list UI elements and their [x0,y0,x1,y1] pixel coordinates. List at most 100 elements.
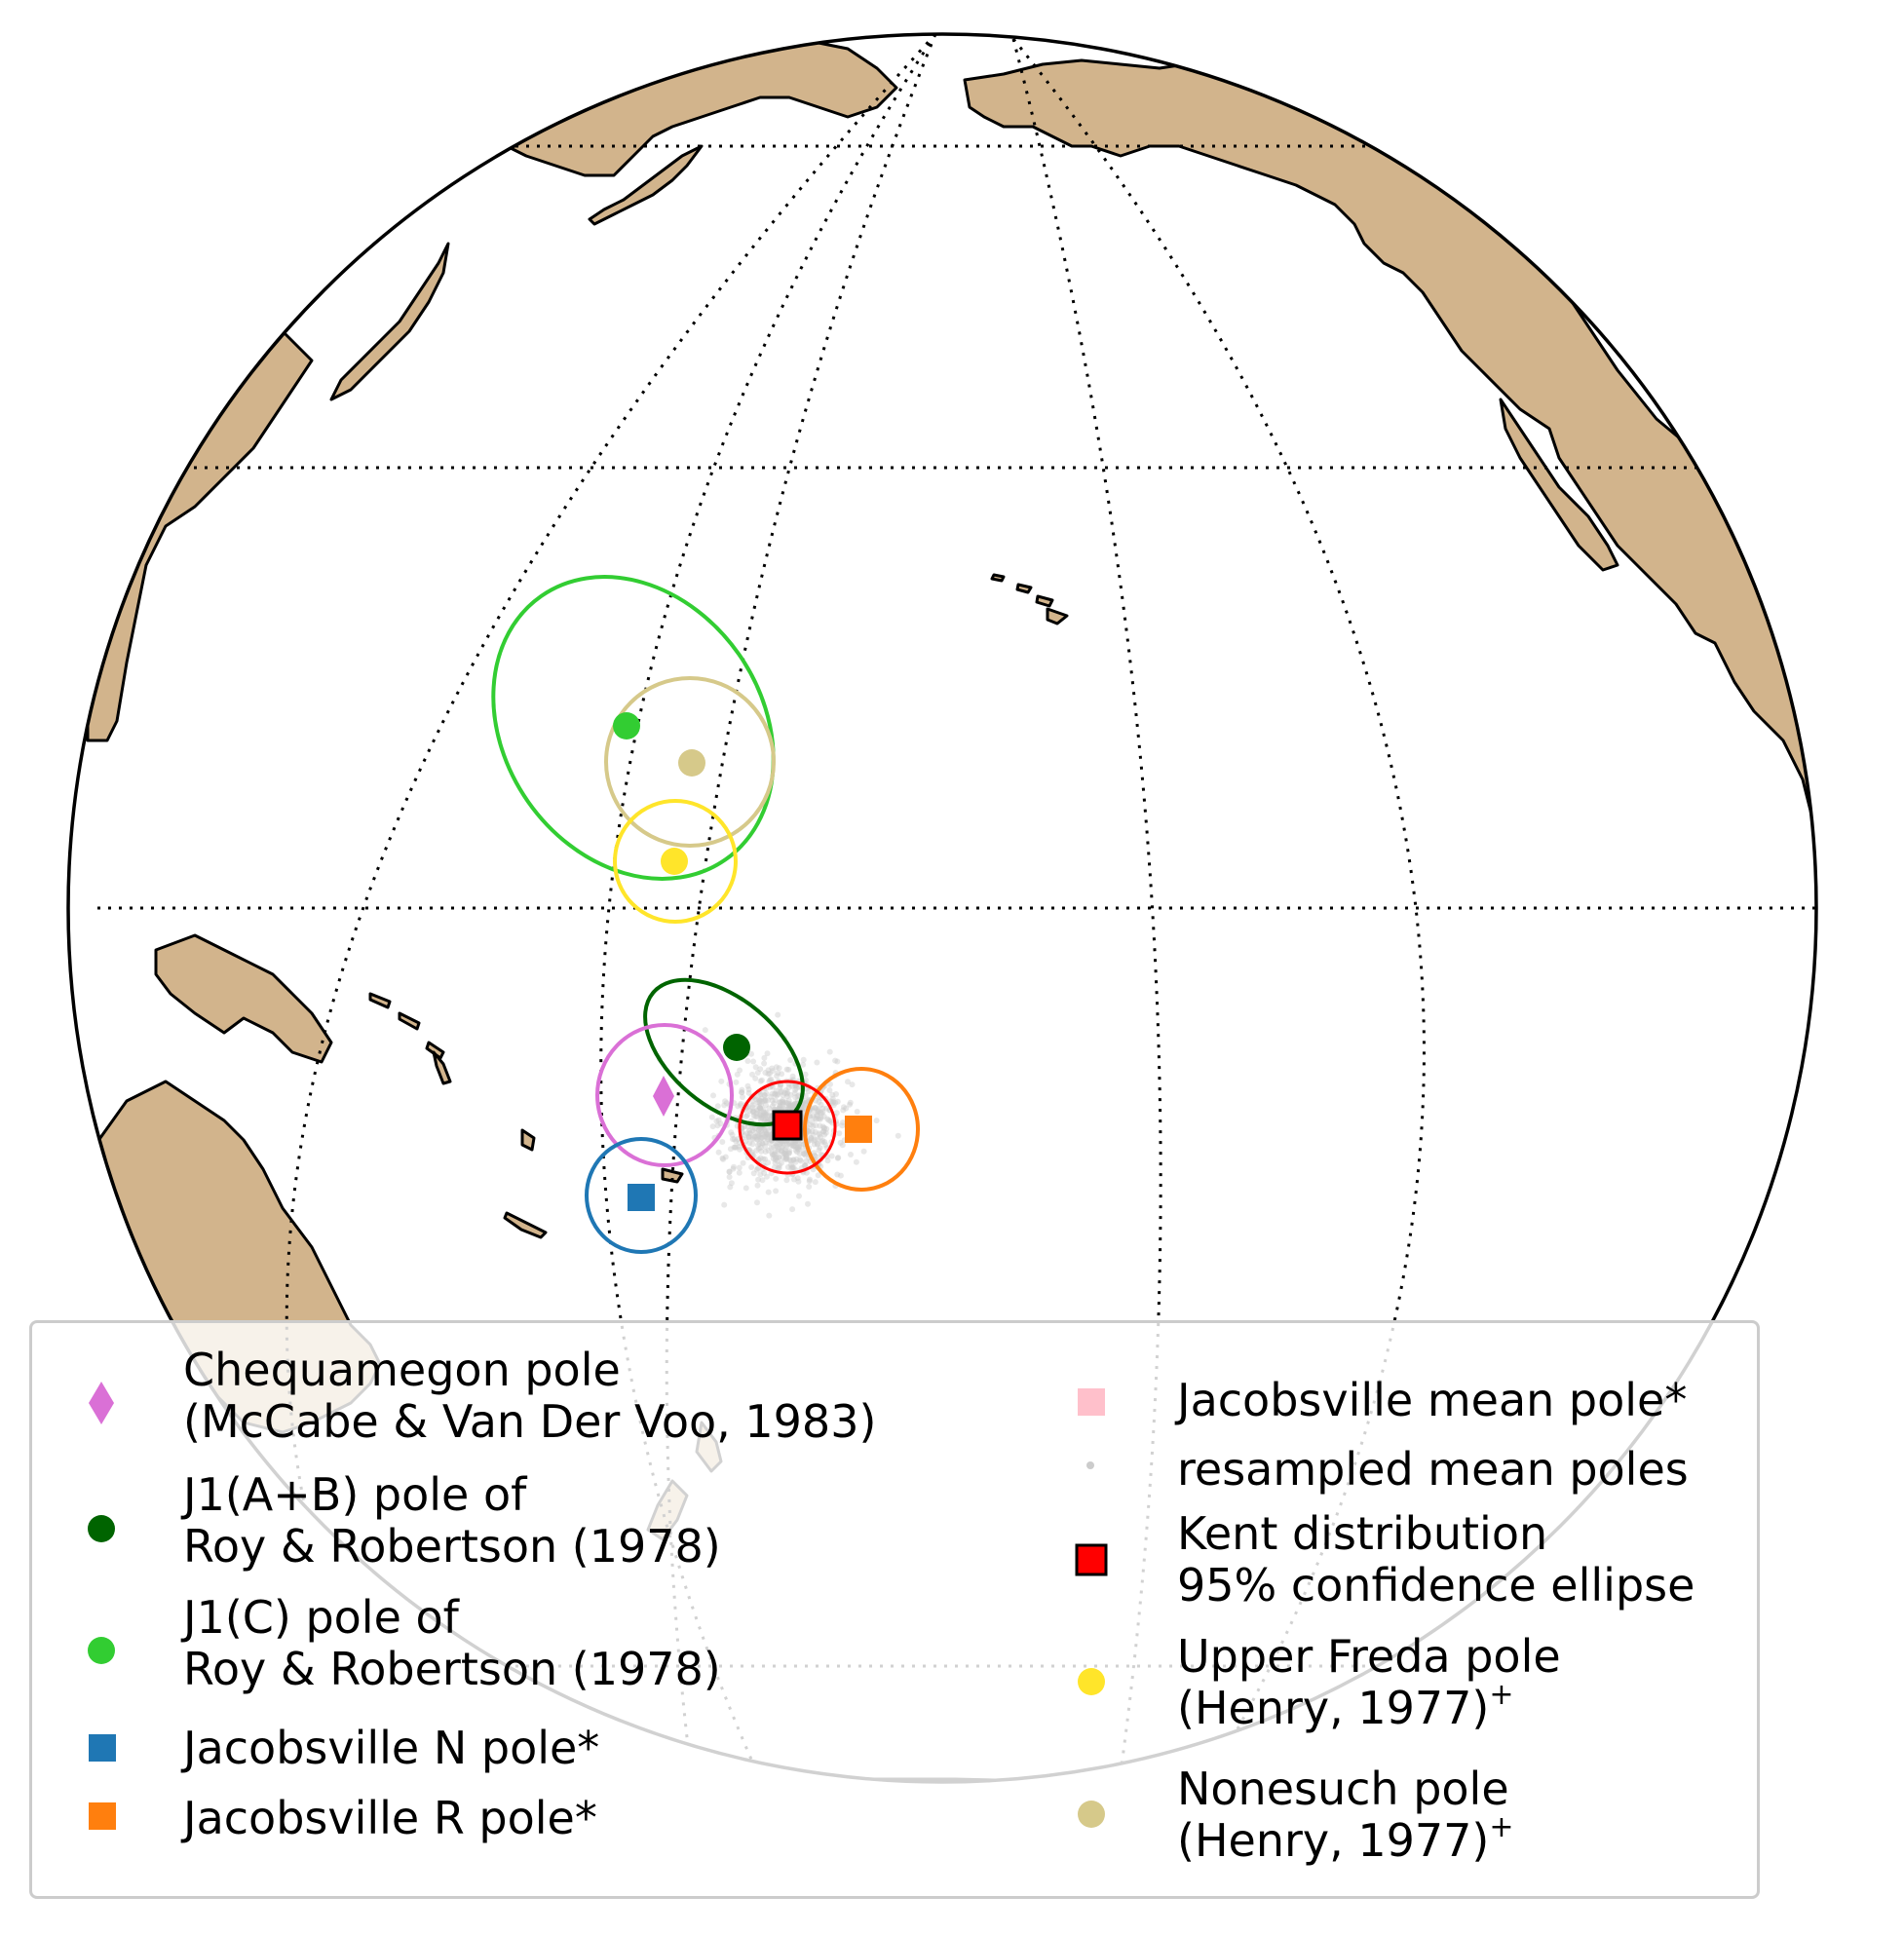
resampled-mean-pole-point [755,1096,762,1103]
resampled-mean-pole-point [727,1146,734,1153]
resampled-mean-pole-point [783,1066,790,1073]
resampled-mean-pole-point [812,1179,819,1186]
resampled-mean-pole-point [783,1100,790,1107]
resampled-mean-pole-point [769,1090,776,1097]
resampled-mean-pole-point [794,1146,801,1153]
resampled-mean-pole-point [775,1070,781,1077]
legend-label: J1(A+B) pole of Roy & Robertson (1978) [183,1468,721,1573]
resampled-mean-pole-point [814,1059,820,1066]
resampled-mean-pole-point [749,1098,756,1105]
meridian-line [1011,38,1426,1764]
resampled-mean-pole-point [786,1139,793,1146]
jacobsville-r-a95-ellipse [803,1067,920,1192]
resampled-mean-pole-point [708,1114,715,1120]
resampled-mean-pole-point [739,1089,745,1096]
resampled-mean-pole-point [812,1128,819,1135]
resampled-mean-pole-point [822,1142,829,1149]
resampled-mean-pole-point [775,1091,781,1098]
resampled-mean-pole-point [797,1157,804,1164]
resampled-mean-pole-point [815,1109,821,1116]
resampled-mean-pole-point [785,1100,792,1107]
resampled-mean-pole-point [758,1128,764,1134]
resampled-mean-pole-point [778,1088,784,1094]
resampled-mean-pole-point [754,1107,760,1114]
resampled-mean-pole-point [773,1175,780,1182]
resampled-mean-pole-point [801,1151,808,1157]
resampled-mean-pole-point [733,1079,740,1085]
resampled-mean-pole-point [762,1116,769,1122]
resampled-mean-pole-point [758,1107,765,1114]
resampled-mean-pole-point [767,1116,774,1122]
resampled-mean-pole-point [750,1058,757,1065]
resampled-mean-pole-point [800,1147,807,1154]
nonesuch-a95-circle [604,676,776,848]
resampled-mean-pole-point [761,1170,768,1176]
resampled-mean-pole-point [796,1144,803,1151]
legend-label: Jacobsville R pole* [183,1792,597,1844]
resampled-mean-pole-point [820,1125,827,1132]
kamchatka [588,144,704,226]
resampled-mean-pole-point [756,1104,763,1111]
resampled-mean-pole-point [721,1201,728,1208]
resampled-mean-pole-point [740,1094,745,1100]
resampled-mean-pole-point [873,1118,880,1124]
resampled-mean-pole-point [769,1097,776,1104]
resampled-mean-pole-point [847,1099,854,1106]
resampled-mean-pole-point [775,1164,781,1171]
resampled-mean-pole-point [759,1140,766,1147]
resampled-mean-pole-point [782,1157,789,1162]
legend-label: Jacobsville mean pole* [1177,1374,1688,1426]
resampled-mean-pole-point [757,1125,764,1132]
resampled-mean-pole-point [763,1131,770,1137]
resampled-mean-pole-point [772,1149,779,1156]
resampled-mean-pole-point [760,1107,767,1113]
resampled-mean-pole-point [759,1135,765,1141]
resampled-mean-pole-point [819,1109,826,1116]
resampled-mean-pole-point [764,1050,771,1057]
resampled-mean-pole-point [715,1149,722,1156]
resampled-mean-pole-point [754,1099,761,1106]
resampled-mean-pole-point [752,1129,759,1136]
resampled-mean-pole-point [709,1123,716,1130]
resampled-mean-pole-point [736,1164,743,1171]
resampled-mean-pole-point [749,1141,756,1148]
resampled-mean-pole-point [767,1070,773,1077]
resampled-mean-pole-point [847,1101,853,1108]
resampled-mean-pole-point [737,1146,743,1153]
new-guinea [154,933,333,1064]
resampled-mean-pole-point [806,1184,813,1190]
resampled-mean-pole-point [760,1109,767,1116]
resampled-mean-pole-point [762,1127,769,1134]
resampled-mean-pole-point [837,1139,844,1146]
resampled-mean-pole-point [759,1098,765,1105]
resampled-mean-pole-point [769,1065,776,1072]
resampled-mean-pole-point [776,1164,782,1171]
resampled-mean-pole-point [783,1154,790,1160]
resampled-mean-pole-point [793,1082,799,1089]
resampled-mean-pole-point [729,1131,736,1138]
j1ab-pole-marker [723,1034,750,1061]
resampled-mean-pole-point [827,1081,833,1087]
resampled-mean-pole-point [836,1130,843,1137]
resampled-mean-pole-point [814,1111,820,1118]
resampled-mean-pole-point [759,1140,766,1147]
resampled-mean-pole-point [745,1134,752,1140]
resampled-mean-pole-point [766,1105,773,1112]
resampled-mean-pole-point [717,1120,724,1127]
resampled-mean-pole-point [770,1103,776,1110]
resampled-mean-pole-point [756,1141,763,1147]
resampled-mean-pole-point [765,1116,772,1122]
resampled-mean-pole-point [839,1142,846,1149]
resampled-mean-pole-point [789,1163,796,1170]
resampled-mean-pole-point [745,1133,752,1140]
resampled-mean-pole-point [853,1158,859,1165]
resampled-mean-pole-point [754,1134,761,1141]
resampled-mean-pole-point [755,1176,762,1183]
resampled-mean-pole-point [757,1105,764,1112]
resampled-mean-pole-point [805,1088,812,1095]
resampled-mean-pole-point [805,1200,811,1207]
resampled-mean-pole-point [788,1165,795,1172]
resampled-mean-pole-point [792,1082,799,1089]
resampled-mean-pole-point [753,1113,760,1119]
resampled-mean-pole-point [735,1103,742,1110]
